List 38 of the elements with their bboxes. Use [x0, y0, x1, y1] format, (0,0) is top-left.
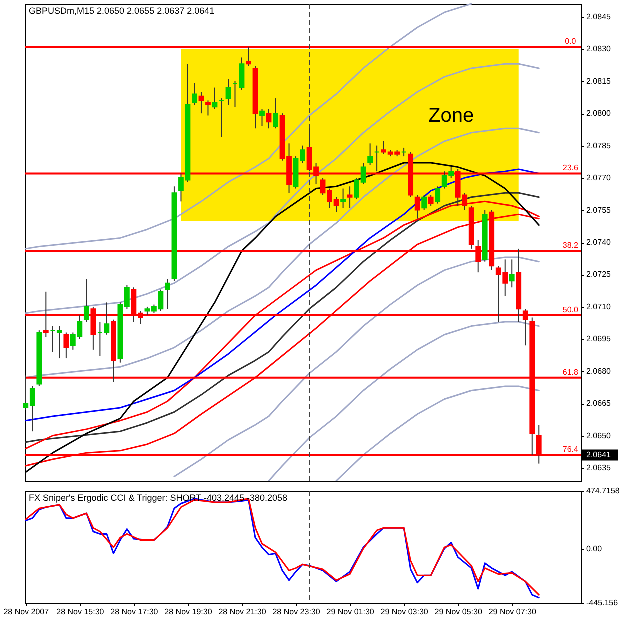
y-tick-label: 474.7158	[586, 486, 620, 496]
x-tick-label: 29 Nov 07:30	[488, 608, 537, 616]
y-tick-label: 2.0740	[586, 238, 612, 247]
y-tick-label: 2.0635	[586, 464, 612, 473]
y-tick-label: 0.00	[586, 544, 603, 554]
y-tick-label: 2.0710	[586, 302, 612, 312]
y-tick-label: -445.156	[586, 598, 619, 608]
chart-title: FX Sniper's Ergodic CCI & Trigger: SHORT -403.2445 -380.2058	[29, 493, 288, 503]
y-tick-label: 2.0815	[586, 76, 612, 86]
annotation: 76.4	[562, 445, 579, 454]
y-tick-label: 2.0770	[586, 174, 612, 183]
annotation: Zone	[428, 105, 474, 128]
x-tick-label: 28 Nov 15:30	[56, 608, 105, 616]
y-tick-label: 2.0800	[586, 109, 612, 118]
x-tick-label: 28 Nov 23:30	[272, 608, 321, 616]
annotation: 50.0	[562, 306, 579, 315]
chart-title: GBPUSDm,M15 2.0650 2.0655 2.0637 2.0641	[29, 6, 215, 16]
y-tick-label: 2.0665	[586, 399, 612, 408]
y-tick-label: 2.0695	[586, 334, 612, 344]
y-tick-label: 2.0641	[586, 450, 612, 460]
y-tick-label: 2.0785	[586, 141, 612, 150]
y-tick-label: 2.0680	[586, 366, 612, 376]
x-tick-label: 28 Nov 2007	[4, 608, 50, 616]
annotation: 61.8	[562, 368, 579, 377]
y-tick-label: 2.0755	[586, 206, 612, 215]
y-tick-label: 2.0725	[586, 270, 612, 280]
annotation: 23.6	[562, 164, 579, 173]
y-tick-label: 2.0845	[586, 12, 612, 22]
x-tick-label: 28 Nov 19:30	[164, 608, 213, 616]
x-tick-label: 29 Nov 05:30	[434, 608, 483, 616]
y-tick-label: 2.0830	[586, 44, 612, 54]
x-tick-label: 29 Nov 01:30	[326, 608, 375, 616]
x-tick-label: 28 Nov 21:30	[218, 608, 267, 616]
x-tick-label: 29 Nov 03:30	[380, 608, 429, 616]
annotation: 38.2	[562, 241, 579, 250]
y-tick-label: 2.0650	[586, 431, 612, 440]
x-tick-label: 28 Nov 17:30	[110, 608, 159, 616]
annotation: 0.0	[565, 36, 577, 46]
